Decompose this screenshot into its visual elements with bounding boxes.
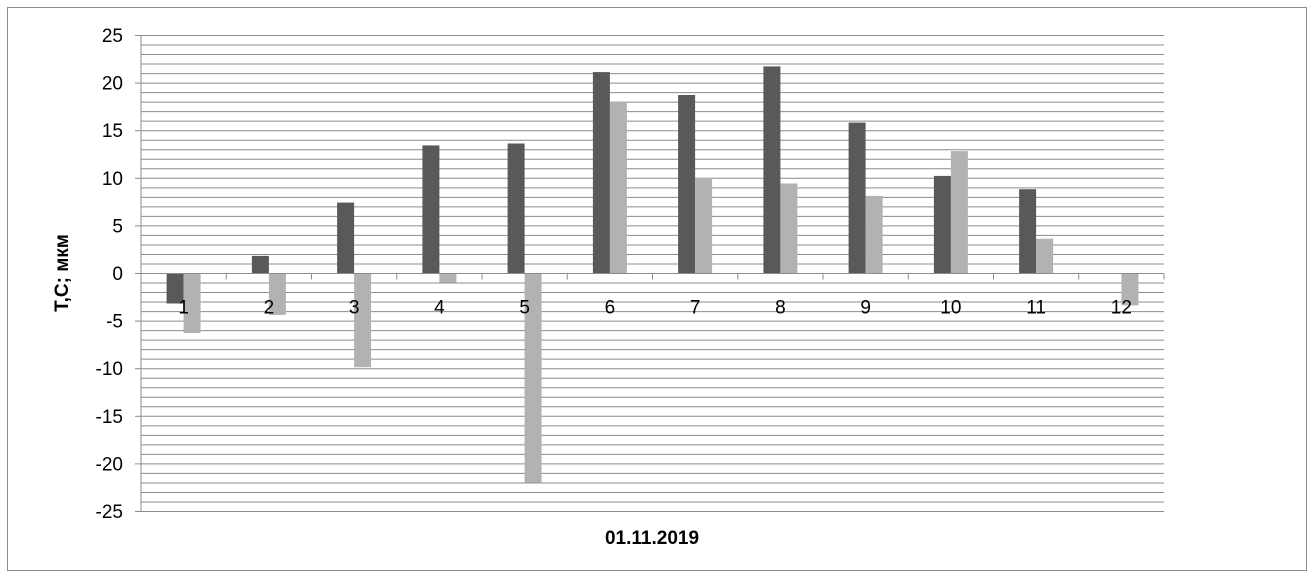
y-tick-label: 25 [102, 26, 123, 47]
bar-series1-cat7 [678, 95, 696, 273]
bar-series2-cat9 [865, 195, 883, 273]
bar-series1-cat10 [933, 175, 951, 273]
y-axis-title: T,C; мкм [52, 234, 73, 312]
bar-series2-cat1 [183, 273, 201, 333]
y-tick-label: -10 [96, 359, 123, 380]
y-tick-label: 15 [102, 121, 123, 142]
x-tick-label: 9 [860, 298, 871, 319]
y-tick-label: -25 [96, 502, 123, 523]
bar-series1-cat8 [763, 66, 781, 274]
y-tick-label: 10 [102, 169, 123, 190]
x-tick-label: 2 [264, 298, 275, 319]
x-tick-label: 6 [605, 298, 616, 319]
y-tick-label: -15 [96, 407, 123, 428]
x-tick-label: 3 [349, 298, 360, 319]
gridlines [141, 35, 1164, 512]
bar-series2-cat11 [1036, 238, 1054, 273]
x-tick-label: 8 [775, 298, 786, 319]
chart-frame [7, 7, 1307, 571]
x-tick-label: 5 [519, 298, 530, 319]
x-tick-label: 10 [940, 298, 961, 319]
bars [166, 66, 1139, 483]
bar-series1-cat2 [251, 255, 269, 273]
bar-series1-cat1 [166, 273, 184, 304]
bar-series2-cat8 [780, 183, 798, 273]
bar-series2-cat7 [695, 177, 713, 273]
bar-series1-cat5 [507, 143, 525, 273]
x-tick-label: 11 [1026, 298, 1046, 319]
y-tick-label: -5 [106, 312, 123, 333]
bar-series2-cat4 [439, 273, 457, 283]
x-tick-label: 12 [1111, 298, 1132, 319]
bar-series2-cat5 [524, 273, 542, 483]
bar-series2-cat12 [1121, 273, 1139, 306]
bar-series1-cat4 [422, 145, 440, 273]
bar-series2-cat3 [354, 273, 372, 368]
x-tick-label: 7 [690, 298, 701, 319]
y-tick-label: 0 [112, 264, 123, 285]
y-tick-label: -20 [96, 454, 123, 475]
bar-series1-cat11 [1019, 189, 1037, 273]
x-tick-label: 4 [434, 298, 445, 319]
bar-series2-cat6 [609, 101, 627, 273]
y-tick-label: 20 [102, 74, 123, 95]
bar-series1-cat3 [337, 202, 355, 273]
bar-series1-cat9 [848, 122, 866, 273]
bar-series2-cat10 [950, 151, 968, 273]
x-tick-label: 1 [178, 298, 189, 319]
bar-series2-cat2 [268, 273, 286, 315]
y-tick-labels: 25 20 15 10 5 0 -5 -10 -15 -20 -25 [96, 26, 141, 523]
x-tick-labels: 1 2 3 4 5 6 7 8 9 10 11 12 [140, 273, 1165, 319]
x-axis-title: 01.11.2019 [605, 528, 699, 549]
y-tick-label: 5 [112, 216, 123, 237]
bar-series1-cat6 [592, 72, 610, 273]
